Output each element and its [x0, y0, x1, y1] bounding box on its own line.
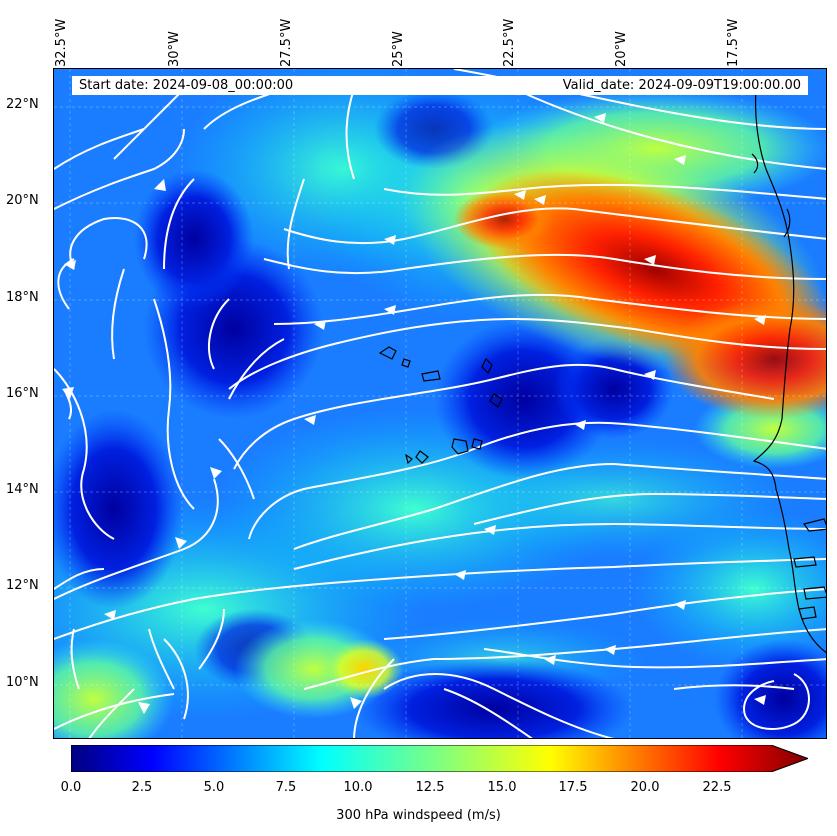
colorbar-tick: 20.0	[630, 780, 660, 795]
colorbar-tick: 22.5	[702, 780, 732, 795]
lat-label-12n: 12°N	[6, 578, 39, 593]
gridlines	[54, 69, 826, 738]
colorbar-tick: 10.0	[343, 780, 373, 795]
colorbar-tick: 12.5	[415, 780, 445, 795]
lon-label-32-5w: 32.5°W	[54, 18, 69, 67]
lat-label-22n: 22°N	[6, 97, 39, 112]
colorbar-tick: 15.0	[487, 780, 517, 795]
lon-label-27-5w: 27.5°W	[279, 18, 294, 67]
lon-label-30w: 30°W	[167, 31, 182, 67]
coastline	[378, 88, 826, 654]
lat-label-16n: 16°N	[6, 386, 39, 401]
windspeed-map	[53, 68, 827, 739]
colorbar-tick: 5.0	[203, 780, 225, 795]
lon-label-25w: 25°W	[391, 31, 406, 67]
date-annotation: Start date: 2024-09-08_00:00:00 Valid_da…	[72, 76, 808, 95]
colorbar	[71, 745, 808, 772]
start-date-label: Start date: 2024-09-08_00:00:00	[79, 78, 294, 93]
colorbar-tick: 0.0	[60, 780, 82, 795]
streamline-arrows	[62, 113, 766, 714]
lat-label-20n: 20°N	[6, 193, 39, 208]
colorbar-tick: 7.5	[275, 780, 297, 795]
lon-label-20w: 20°W	[614, 31, 629, 67]
lat-label-14n: 14°N	[6, 482, 39, 497]
streamlines	[54, 69, 826, 738]
valid-date-label: Valid_date: 2024-09-09T19:00:00.00	[562, 78, 801, 93]
colorbar-tick: 17.5	[558, 780, 588, 795]
colorbar-tick: 2.5	[131, 780, 153, 795]
lat-label-10n: 10°N	[6, 675, 39, 690]
lat-label-18n: 18°N	[6, 290, 39, 305]
colorbar-label: 300 hPa windspeed (m/s)	[336, 808, 501, 823]
windspeed-field	[54, 69, 826, 738]
lon-label-22-5w: 22.5°W	[502, 18, 517, 67]
lon-label-17-5w: 17.5°W	[726, 18, 741, 67]
